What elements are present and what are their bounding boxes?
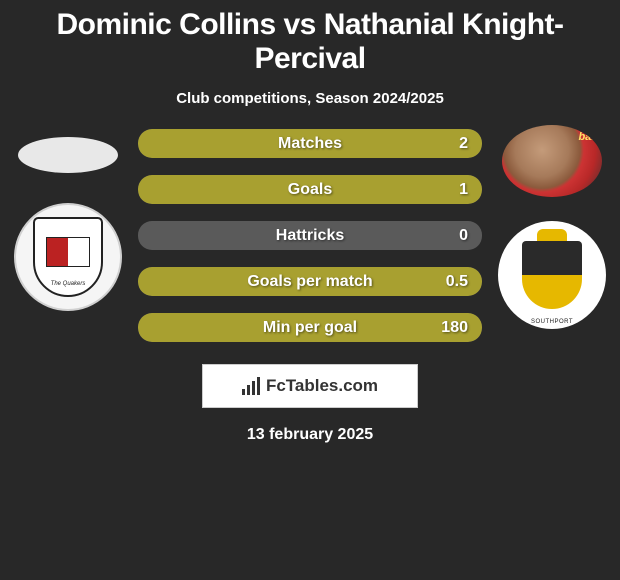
page-title: Dominic Collins vs Nathanial Knight-Perc… bbox=[0, 0, 620, 80]
stat-bar: Matches 2 bbox=[138, 129, 482, 158]
stat-label: Min per goal bbox=[263, 319, 357, 337]
stat-right-value: 0.5 bbox=[446, 273, 468, 291]
bar-chart-icon bbox=[242, 377, 260, 395]
stat-bar: Goals per match 0.5 bbox=[138, 267, 482, 296]
stat-bar: Goals 1 bbox=[138, 175, 482, 204]
right-player-avatar bbox=[502, 125, 602, 197]
main-row: Matches 2 Goals 1 Hattricks 0 Goals per match 0… bbox=[0, 125, 620, 342]
page-subtitle: Club competitions, Season 2024/2025 bbox=[0, 80, 620, 125]
left-player-column bbox=[8, 125, 128, 311]
stat-label: Goals per match bbox=[247, 273, 372, 291]
logo-text: FcTables.com bbox=[266, 376, 378, 396]
footer-date: 13 february 2025 bbox=[0, 426, 620, 444]
right-club-crest bbox=[498, 221, 606, 329]
left-club-crest bbox=[14, 203, 122, 311]
fctables-logo: FcTables.com bbox=[202, 364, 418, 408]
stat-label: Matches bbox=[278, 135, 342, 153]
right-player-column bbox=[492, 125, 612, 329]
left-player-avatar bbox=[18, 137, 118, 173]
comparison-card: Dominic Collins vs Nathanial Knight-Perc… bbox=[0, 0, 620, 444]
stat-label: Goals bbox=[288, 181, 332, 199]
quakers-shield-icon bbox=[33, 217, 103, 297]
stat-bar: Min per goal 180 bbox=[138, 313, 482, 342]
southport-shield-icon bbox=[522, 241, 582, 309]
stat-right-value: 180 bbox=[441, 319, 468, 337]
stat-right-value: 2 bbox=[459, 135, 468, 153]
stat-bar: Hattricks 0 bbox=[138, 221, 482, 250]
stat-right-value: 0 bbox=[459, 227, 468, 245]
stat-right-value: 1 bbox=[459, 181, 468, 199]
stat-bars: Matches 2 Goals 1 Hattricks 0 Goals per match 0… bbox=[138, 125, 482, 342]
stat-label: Hattricks bbox=[276, 227, 344, 245]
